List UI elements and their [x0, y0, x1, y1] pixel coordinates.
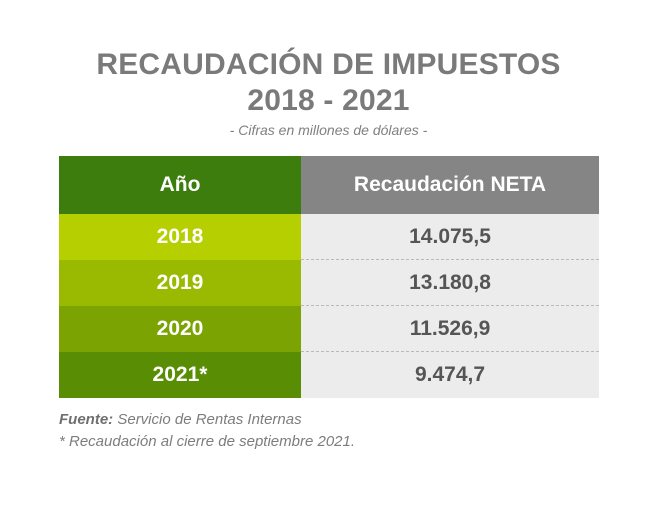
value-cell: 11.526,9 [301, 306, 599, 352]
chart-title-line2: 2018 - 2021 [247, 84, 410, 117]
column-header-year: Año [59, 156, 301, 214]
footnote: * Recaudación al cierre de septiembre 20… [59, 433, 356, 450]
value-cell: 14.075,5 [301, 214, 599, 260]
year-cell: 2021* [59, 352, 301, 398]
column-header-value: Recaudación NETA [301, 156, 599, 214]
chart-subtitle: - Cifras en millones de dólares - [229, 122, 428, 138]
source-text: Servicio de Rentas Internas [117, 411, 302, 428]
data-table: Año Recaudación NETA 2018 14.075,5 2019 … [59, 156, 599, 398]
value-cell: 13.180,8 [301, 260, 599, 306]
table-row: 2019 13.180,8 [59, 260, 599, 306]
year-cell: 2019 [59, 260, 301, 306]
footer-notes: Fuente: Servicio de Rentas Internas * Re… [59, 409, 355, 453]
table-header-row: Año Recaudación NETA [59, 156, 599, 214]
table-row: 2021* 9.474,7 [59, 352, 599, 398]
source-label: Fuente: [59, 411, 114, 428]
chart-title-line1: RECAUDACIÓN DE IMPUESTOS [96, 48, 561, 81]
year-cell: 2018 [59, 214, 301, 260]
value-cell: 9.474,7 [301, 352, 599, 398]
table-row: 2018 14.075,5 [59, 214, 599, 260]
table-row: 2020 11.526,9 [59, 306, 599, 352]
year-cell: 2020 [59, 306, 301, 352]
source-line: Fuente: Servicio de Rentas Internas [59, 409, 355, 431]
